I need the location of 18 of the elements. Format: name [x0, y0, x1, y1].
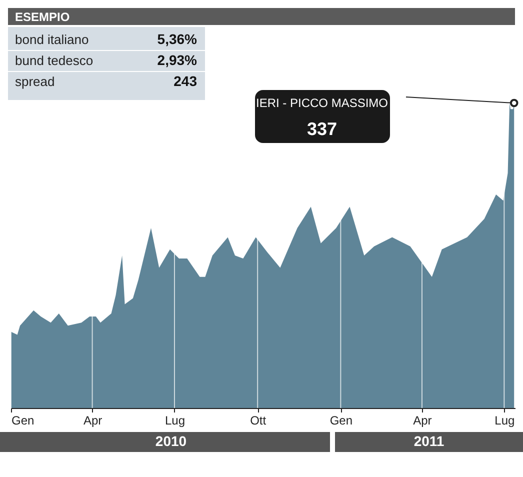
text: 2010 — [155, 433, 187, 449]
text: spread — [15, 74, 55, 89]
x-tick-label: Gen — [12, 414, 34, 428]
x-tick-label: Apr — [83, 414, 102, 428]
text: 243 — [174, 73, 198, 89]
text: 2011 — [414, 433, 444, 449]
annotation: IERI - PICCO MASSIMO — [256, 96, 388, 110]
x-tick-label: Gen — [330, 414, 353, 428]
text: 5,36% — [157, 31, 198, 47]
x-tick-label: Lug — [164, 414, 185, 428]
text: ESEMPIO — [15, 10, 70, 24]
text: bond italiano — [15, 32, 89, 47]
x-tick-label: Apr — [413, 414, 432, 428]
x-tick-label: Lug — [494, 414, 515, 428]
text: 2,93% — [157, 52, 198, 68]
x-tick-label: Ott — [250, 414, 267, 428]
text: bund tedesco — [15, 53, 94, 68]
annotation: 337 — [306, 119, 338, 139]
